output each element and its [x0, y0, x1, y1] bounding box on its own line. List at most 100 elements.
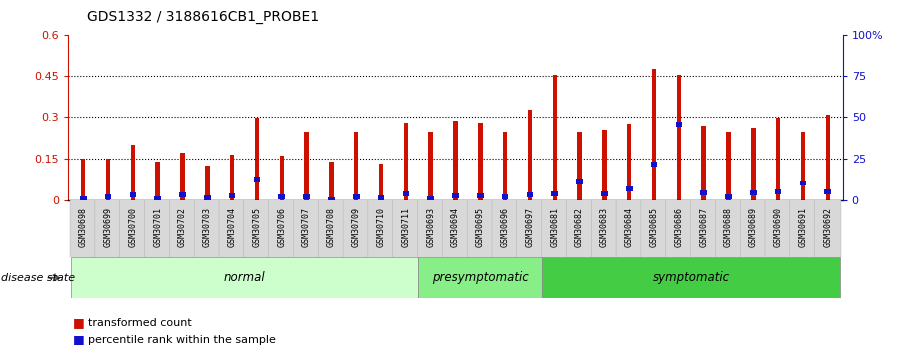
- FancyBboxPatch shape: [95, 197, 121, 260]
- FancyBboxPatch shape: [169, 197, 196, 260]
- Text: GSM30704: GSM30704: [228, 207, 237, 247]
- Bar: [279, 194, 285, 199]
- FancyBboxPatch shape: [318, 197, 344, 260]
- Bar: [551, 191, 558, 196]
- Bar: [725, 194, 732, 198]
- FancyBboxPatch shape: [790, 197, 816, 260]
- Bar: [180, 153, 185, 200]
- Text: GSM30692: GSM30692: [824, 207, 833, 247]
- FancyBboxPatch shape: [616, 197, 642, 260]
- Bar: [578, 132, 582, 200]
- Bar: [553, 75, 557, 200]
- FancyBboxPatch shape: [542, 197, 568, 260]
- Text: GSM30685: GSM30685: [650, 207, 659, 247]
- Text: percentile rank within the sample: percentile rank within the sample: [88, 335, 276, 345]
- Bar: [253, 177, 261, 182]
- Bar: [750, 190, 757, 195]
- Bar: [328, 197, 334, 202]
- Bar: [71, 257, 418, 298]
- Bar: [502, 194, 508, 198]
- Text: GSM30697: GSM30697: [526, 207, 535, 247]
- FancyBboxPatch shape: [740, 197, 766, 260]
- Bar: [230, 155, 234, 200]
- Text: GSM30699: GSM30699: [104, 207, 113, 247]
- FancyBboxPatch shape: [145, 197, 171, 260]
- Bar: [105, 194, 111, 199]
- FancyBboxPatch shape: [194, 197, 220, 260]
- FancyBboxPatch shape: [368, 197, 394, 260]
- FancyBboxPatch shape: [517, 197, 543, 260]
- Bar: [776, 118, 781, 200]
- Bar: [353, 194, 360, 198]
- Bar: [626, 186, 632, 191]
- Text: disease state: disease state: [1, 273, 75, 283]
- Bar: [677, 75, 681, 200]
- FancyBboxPatch shape: [715, 197, 742, 260]
- Text: GSM30709: GSM30709: [352, 207, 361, 247]
- Bar: [80, 196, 87, 201]
- Text: ■: ■: [73, 333, 85, 345]
- FancyBboxPatch shape: [567, 197, 593, 260]
- Bar: [477, 193, 484, 198]
- Text: GSM30683: GSM30683: [600, 207, 609, 247]
- Text: GSM30711: GSM30711: [402, 207, 410, 247]
- Bar: [452, 193, 459, 198]
- Bar: [354, 132, 358, 200]
- Text: GSM30701: GSM30701: [153, 207, 162, 247]
- Bar: [751, 128, 755, 200]
- Bar: [229, 193, 235, 198]
- Bar: [179, 193, 186, 197]
- FancyBboxPatch shape: [293, 197, 320, 260]
- Bar: [106, 159, 110, 200]
- Text: GSM30706: GSM30706: [277, 207, 286, 247]
- Bar: [542, 257, 840, 298]
- Text: GSM30691: GSM30691: [798, 207, 807, 247]
- Bar: [130, 145, 135, 200]
- Text: ■: ■: [73, 316, 85, 329]
- Text: GSM30681: GSM30681: [550, 207, 559, 247]
- Text: GSM30703: GSM30703: [203, 207, 212, 247]
- FancyBboxPatch shape: [591, 197, 618, 260]
- Bar: [801, 132, 805, 200]
- FancyBboxPatch shape: [119, 197, 146, 260]
- Bar: [304, 132, 309, 200]
- FancyBboxPatch shape: [443, 197, 468, 260]
- Bar: [81, 159, 86, 200]
- FancyBboxPatch shape: [641, 197, 667, 260]
- Bar: [651, 69, 656, 200]
- Text: GSM30694: GSM30694: [451, 207, 460, 247]
- Bar: [527, 110, 532, 200]
- Bar: [701, 126, 706, 200]
- Text: GSM30700: GSM30700: [128, 207, 138, 247]
- Bar: [774, 189, 782, 194]
- Text: GSM30690: GSM30690: [773, 207, 783, 247]
- FancyBboxPatch shape: [765, 197, 792, 260]
- Bar: [280, 157, 284, 200]
- Bar: [627, 124, 631, 200]
- Text: GSM30695: GSM30695: [476, 207, 485, 247]
- FancyBboxPatch shape: [417, 197, 444, 260]
- Bar: [800, 180, 806, 186]
- Bar: [601, 190, 608, 196]
- Text: GSM30707: GSM30707: [302, 207, 311, 247]
- Text: GSM30686: GSM30686: [674, 207, 683, 247]
- FancyBboxPatch shape: [343, 197, 369, 260]
- Bar: [527, 192, 533, 197]
- Bar: [129, 191, 137, 197]
- Text: GSM30696: GSM30696: [501, 207, 509, 247]
- Bar: [650, 162, 658, 167]
- Bar: [428, 132, 433, 200]
- Bar: [602, 130, 607, 200]
- Bar: [154, 196, 161, 201]
- Bar: [577, 179, 583, 184]
- Bar: [403, 191, 409, 196]
- Bar: [418, 257, 542, 298]
- Bar: [726, 132, 731, 200]
- FancyBboxPatch shape: [219, 197, 245, 260]
- Bar: [379, 164, 384, 200]
- Text: normal: normal: [224, 271, 265, 284]
- FancyBboxPatch shape: [467, 197, 494, 260]
- FancyBboxPatch shape: [70, 197, 97, 260]
- FancyBboxPatch shape: [691, 197, 717, 260]
- Bar: [824, 189, 831, 194]
